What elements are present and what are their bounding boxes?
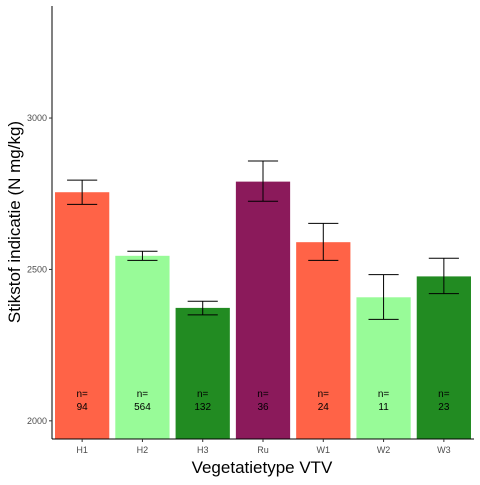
n-prefix-H1: n= bbox=[76, 389, 88, 400]
n-labels-layer: n= 94 n= 564 n= 132 n= 36 n= 24 n= 11 n= 23 bbox=[76, 389, 449, 413]
n-value-W2: 11 bbox=[378, 402, 389, 413]
n-prefix-W3: n= bbox=[438, 389, 450, 400]
bar-W2 bbox=[356, 297, 411, 439]
y-tick-label-2000: 2000 bbox=[27, 416, 47, 426]
bar-W3 bbox=[416, 276, 471, 439]
x-tick-label-Ru: Ru bbox=[257, 445, 269, 455]
bar-H2 bbox=[115, 255, 170, 439]
n-prefix-W2: n= bbox=[378, 389, 390, 400]
y-tick-label-2500: 2500 bbox=[27, 264, 47, 274]
n-value-H2: 564 bbox=[134, 402, 151, 413]
ticks-layer: H1 H2 H3 Ru W1 W2 W3 2000 2500 3000 bbox=[27, 113, 451, 455]
n-prefix-W1: n= bbox=[318, 389, 330, 400]
n-value-W3: 23 bbox=[438, 402, 450, 413]
x-tick-label-H1: H1 bbox=[76, 445, 88, 455]
y-axis-title: Stikstof indicatie (N mg/kg) bbox=[5, 121, 24, 323]
x-axis-title: Vegetatietype VTV bbox=[192, 458, 333, 477]
error-bar-H1 bbox=[67, 179, 98, 205]
x-tick-label-H2: H2 bbox=[137, 445, 149, 455]
error-bars-layer bbox=[67, 160, 459, 320]
x-tick-label-W2: W2 bbox=[377, 445, 391, 455]
n-value-H3: 132 bbox=[194, 402, 211, 413]
n-value-W1: 24 bbox=[318, 402, 330, 413]
n-prefix-H3: n= bbox=[197, 389, 209, 400]
bar-W1 bbox=[296, 242, 351, 439]
bar-H1 bbox=[55, 192, 110, 439]
bar-Ru bbox=[235, 181, 291, 439]
y-tick-label-3000: 3000 bbox=[27, 113, 47, 123]
n-value-Ru: 36 bbox=[257, 402, 269, 413]
error-bar-Ru bbox=[247, 160, 279, 202]
x-tick-label-W3: W3 bbox=[437, 445, 451, 455]
error-bar-W2 bbox=[368, 274, 399, 320]
error-bar-W1 bbox=[308, 222, 339, 261]
x-tick-label-W1: W1 bbox=[317, 445, 331, 455]
bars-layer bbox=[55, 181, 471, 439]
n-value-H1: 94 bbox=[77, 402, 89, 413]
x-tick-label-H3: H3 bbox=[197, 445, 209, 455]
n-prefix-H2: n= bbox=[137, 389, 149, 400]
bar-H3 bbox=[175, 307, 230, 439]
error-bar-H2 bbox=[127, 250, 158, 261]
error-bar-W3 bbox=[428, 257, 459, 295]
n-prefix-Ru: n= bbox=[257, 389, 269, 400]
error-bar-H3 bbox=[187, 300, 218, 316]
